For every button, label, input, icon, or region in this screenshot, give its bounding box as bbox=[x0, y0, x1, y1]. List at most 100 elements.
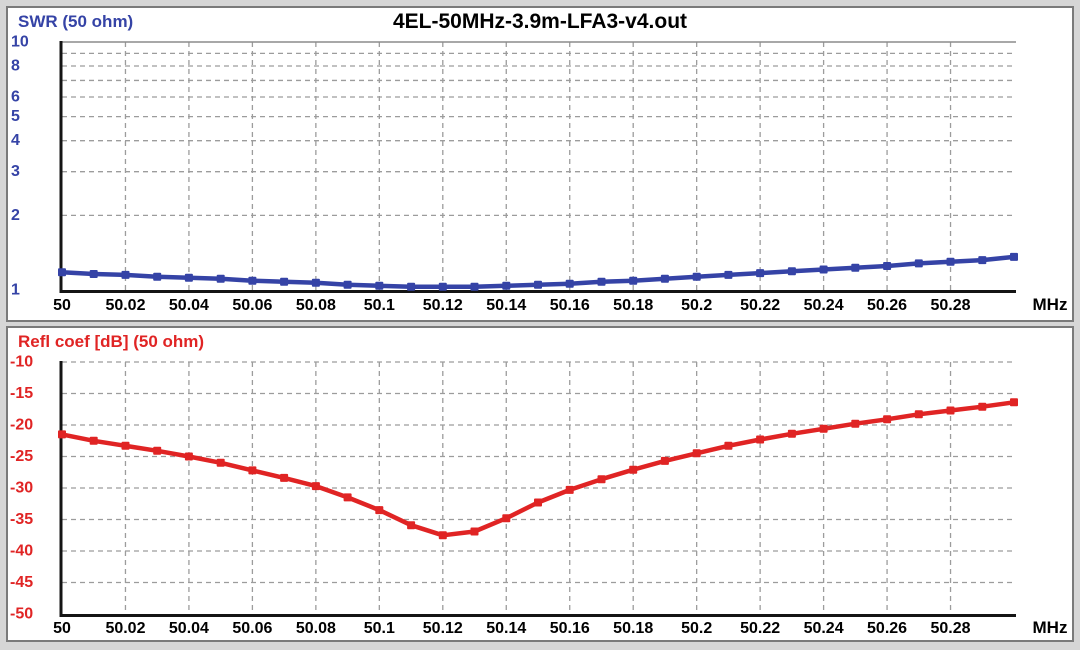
data-point-marker bbox=[787, 267, 796, 276]
data-point-marker bbox=[375, 281, 384, 290]
data-point-marker bbox=[946, 257, 955, 266]
y-tick-label: 8 bbox=[11, 58, 20, 75]
plot-title: 4EL-50MHz-3.9m-LFA3-v4.out bbox=[392, 10, 688, 33]
data-point-marker bbox=[184, 273, 193, 282]
data-point-marker bbox=[502, 514, 511, 523]
data-point-marker bbox=[660, 274, 669, 283]
data-point-marker bbox=[121, 270, 130, 279]
data-point-marker bbox=[375, 506, 384, 515]
data-point-marker bbox=[121, 441, 130, 450]
x-tick-label: 50.1 bbox=[364, 297, 395, 314]
data-point-marker bbox=[248, 466, 257, 475]
y-tick-label: -40 bbox=[10, 543, 33, 560]
data-point-marker bbox=[914, 259, 923, 268]
x-tick-label: 50.16 bbox=[550, 620, 590, 637]
x-tick-label: 50.2 bbox=[681, 297, 712, 314]
data-point-marker bbox=[629, 465, 638, 474]
data-point-marker bbox=[153, 446, 162, 455]
x-tick-label: 50.04 bbox=[169, 297, 209, 314]
y-tick-label: -45 bbox=[10, 574, 33, 591]
y-tick-label: -10 bbox=[10, 354, 33, 371]
data-point-marker bbox=[216, 274, 225, 283]
y-tick-label: -30 bbox=[10, 480, 33, 497]
data-point-marker bbox=[153, 272, 162, 281]
x-tick-label: 50 bbox=[53, 620, 71, 637]
data-point-marker bbox=[565, 279, 574, 288]
data-point-marker bbox=[978, 402, 987, 411]
data-point-marker bbox=[978, 256, 987, 265]
data-point-marker bbox=[280, 473, 289, 482]
swr-chart-svg: 50 50.02 50.04 50.06 50.08 50.1 50.12 50.14 50.1… bbox=[11, 34, 1068, 315]
data-point-marker bbox=[534, 280, 542, 289]
data-point-marker bbox=[470, 282, 479, 291]
data-point-marker bbox=[343, 493, 352, 502]
x-tick-label: 50.18 bbox=[613, 297, 653, 314]
x-tick-label: 50.24 bbox=[804, 620, 844, 637]
series-line bbox=[59, 400, 1017, 538]
y-tick-label: 2 bbox=[11, 207, 20, 224]
data-point-marker bbox=[660, 456, 669, 465]
data-point-marker bbox=[819, 424, 828, 433]
x-tick-label: 50.02 bbox=[105, 297, 145, 314]
data-point-marker bbox=[248, 276, 257, 285]
swr-panel: 4EL-50MHz-3.9m-LFA3-v4.out SWR (50 ohm) … bbox=[6, 6, 1074, 322]
data-point-marker bbox=[597, 277, 606, 286]
x-tick-label: 50.16 bbox=[550, 297, 590, 314]
data-point-marker bbox=[819, 265, 828, 274]
y-tick-label: -20 bbox=[10, 417, 33, 434]
x-tick-label: 50.28 bbox=[931, 620, 971, 637]
x-tick-label: 50.14 bbox=[486, 620, 526, 637]
x-tick-label: 50.26 bbox=[867, 297, 907, 314]
data-point-marker bbox=[184, 452, 193, 461]
data-point-marker bbox=[692, 272, 701, 281]
data-point-marker bbox=[851, 263, 860, 272]
x-tick-label: 50.08 bbox=[296, 297, 336, 314]
data-point-marker bbox=[280, 277, 289, 286]
data-point-marker bbox=[1010, 398, 1018, 407]
x-tick-label: 50.2 bbox=[681, 620, 712, 637]
data-point-marker bbox=[58, 268, 66, 277]
data-point-marker bbox=[438, 531, 447, 540]
y-tick-label: 4 bbox=[11, 132, 20, 149]
x-tick-label: 50.12 bbox=[423, 620, 463, 637]
data-point-marker bbox=[470, 527, 479, 536]
refl-panel: Refl coef [dB] (50 ohm) 50 50.02 50.04 50.0… bbox=[6, 326, 1074, 642]
data-point-marker bbox=[311, 278, 320, 287]
y-tick-label: -35 bbox=[10, 511, 33, 528]
x-tick-label: 50.08 bbox=[296, 620, 336, 637]
data-point-marker bbox=[407, 282, 416, 291]
data-point-marker bbox=[502, 281, 511, 290]
data-point-marker bbox=[343, 280, 352, 289]
data-point-marker bbox=[89, 270, 98, 278]
x-axis-unit-label: MHz bbox=[1033, 295, 1068, 314]
y-tick-label: 5 bbox=[11, 108, 20, 125]
x-tick-label: 50.24 bbox=[804, 297, 844, 314]
x-tick-label: 50.12 bbox=[423, 297, 463, 314]
data-point-marker bbox=[597, 475, 606, 484]
y-tick-label: -25 bbox=[10, 448, 33, 465]
data-point-marker bbox=[565, 485, 574, 494]
x-tick-label: 50.22 bbox=[740, 620, 780, 637]
x-tick-label: 50.04 bbox=[169, 620, 209, 637]
data-point-marker bbox=[58, 430, 66, 439]
data-point-marker bbox=[629, 276, 638, 285]
data-point-marker bbox=[407, 521, 416, 530]
data-point-marker bbox=[756, 269, 765, 278]
refl-axis-label: Refl coef [dB] (50 ohm) bbox=[18, 332, 205, 351]
data-point-marker bbox=[883, 415, 892, 424]
data-point-marker bbox=[311, 482, 320, 491]
data-point-marker bbox=[946, 406, 955, 415]
y-tick-label: 6 bbox=[11, 89, 20, 106]
data-point-marker bbox=[851, 419, 860, 428]
data-point-marker bbox=[89, 436, 98, 445]
x-axis-unit-label: MHz bbox=[1033, 618, 1068, 637]
x-tick-label: 50.06 bbox=[232, 620, 272, 637]
x-tick-label: 50.06 bbox=[232, 297, 272, 314]
y-tick-label: -15 bbox=[10, 385, 33, 402]
x-tick-label: 50.14 bbox=[486, 297, 526, 314]
y-tick-label: 10 bbox=[11, 34, 29, 51]
refl-chart-svg: 50 50.02 50.04 50.06 50.08 50.1 50.12 50.14 50.1… bbox=[10, 354, 1068, 638]
x-tick-label: 50 bbox=[53, 297, 71, 314]
x-tick-label: 50.22 bbox=[740, 297, 780, 314]
